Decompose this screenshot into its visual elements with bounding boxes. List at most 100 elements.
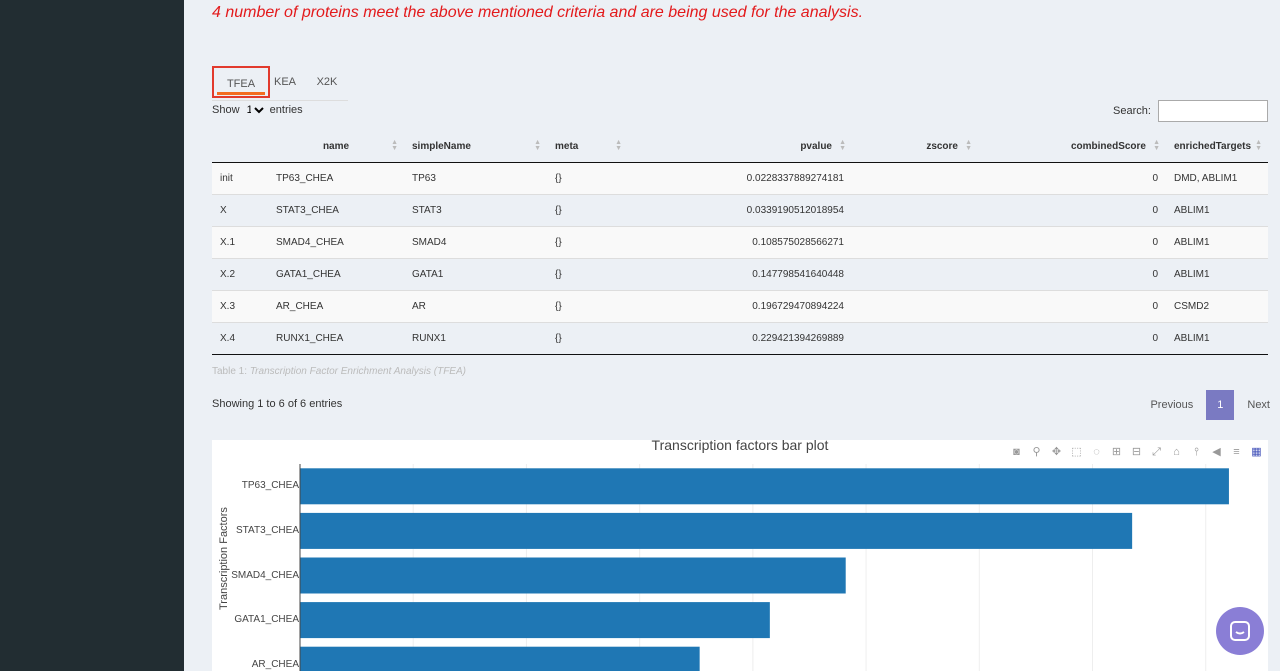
hover-closest-icon[interactable]: ◀ xyxy=(1212,446,1221,458)
cell-index: X.2 xyxy=(212,258,268,291)
cell-meta: {} xyxy=(547,322,628,355)
cell-simplename: STAT3 xyxy=(404,194,547,227)
column-header-pvalue[interactable]: pvalue ▲ ▼ xyxy=(628,130,852,163)
table-info: Showing 1 to 6 of 6 entries xyxy=(212,398,343,410)
cell-combinedscore: 0 xyxy=(978,322,1166,355)
table-row[interactable]: X.3 AR_CHEA AR{} 0.196729470894224 0 CSMD2 xyxy=(212,290,1268,323)
zoom-out-icon[interactable]: ⊟ xyxy=(1131,446,1142,458)
entries-select[interactable]: 10 xyxy=(242,103,267,117)
next-button[interactable]: Next xyxy=(1247,399,1270,411)
spike-lines-icon[interactable]: ⫯ xyxy=(1194,446,1199,458)
column-header-combinedscore[interactable]: combinedScore ▲ ▼ xyxy=(978,130,1166,163)
y-tick-label: SMAD4_CHEA xyxy=(231,569,299,581)
search-input[interactable] xyxy=(1158,100,1268,122)
tab-kea[interactable]: KEA xyxy=(273,76,296,88)
pan-icon[interactable]: ✥ xyxy=(1051,446,1062,458)
table-row[interactable]: X.4 RUNX1_CHEA RUNX1{} 0.229421394269889 0 AB… xyxy=(212,322,1268,355)
plotly-logo-icon[interactable]: ▦ xyxy=(1251,446,1262,458)
entries-length-control: Show 10 entries xyxy=(212,103,303,117)
caption-text: Transcription Factor Enrichment Analysis… xyxy=(249,366,466,377)
cell-zscore xyxy=(852,194,978,227)
chat-icon xyxy=(1230,621,1250,641)
cell-pvalue: 0.229421394269889 xyxy=(628,322,852,355)
autoscale-icon[interactable]: ⤢ xyxy=(1152,446,1161,458)
cell-name: AR_CHEA xyxy=(268,290,404,323)
tab-x2k[interactable]: X2K xyxy=(316,76,338,88)
entries-label: entries xyxy=(269,104,303,116)
main-content: 4 number of proteins meet the above ment… xyxy=(184,0,1280,671)
bar-stat3-chea[interactable] xyxy=(300,512,1133,549)
reset-axes-icon[interactable]: ⌂ xyxy=(1173,446,1180,458)
cell-simplename: AR xyxy=(404,290,547,323)
column-header-simplename[interactable]: simpleName ▲ ▼ xyxy=(404,130,547,163)
analysis-tabs: TFEA KEA X2K xyxy=(212,66,348,101)
bar-gata1-chea[interactable] xyxy=(300,602,770,639)
chat-launcher-button[interactable] xyxy=(1216,607,1264,655)
cell-index: X.1 xyxy=(212,226,268,259)
box-select-icon[interactable]: ⬚ xyxy=(1071,446,1082,458)
cell-simplename: TP63 xyxy=(404,162,547,195)
cell-pvalue: 0.196729470894224 xyxy=(628,290,852,323)
active-tab-indicator xyxy=(217,92,265,95)
bar-ar-chea[interactable] xyxy=(300,646,700,671)
cell-name: SMAD4_CHEA xyxy=(268,226,404,259)
column-header-enrichedtargets[interactable]: enrichedTargets ▲ ▼ xyxy=(1166,130,1268,163)
table-row[interactable]: init TP63_CHEA TP63{} 0.0228337889274181 0 DM… xyxy=(212,162,1268,195)
column-header-name[interactable]: name ▲ ▼ xyxy=(268,130,404,163)
y-tick-label: TP63_CHEA xyxy=(241,480,299,492)
cell-meta: {} xyxy=(547,258,628,291)
previous-button[interactable]: Previous xyxy=(1150,399,1194,411)
zoom-icon[interactable]: ⚲ xyxy=(1032,446,1041,458)
search-label: Search: xyxy=(1113,104,1151,117)
cell-enrichedtargets: DMD, ABLIM1 xyxy=(1166,162,1268,195)
cell-name: RUNX1_CHEA xyxy=(268,322,404,355)
cell-zscore xyxy=(852,258,978,291)
table-row[interactable]: X STAT3_CHEA STAT3{} 0.0339190512018954 0 ABL… xyxy=(212,194,1268,227)
lasso-icon[interactable]: ◌ xyxy=(1093,446,1100,458)
caption-prefix: Table 1: xyxy=(212,366,250,377)
cell-meta: {} xyxy=(547,226,628,259)
cell-zscore xyxy=(852,162,978,195)
cell-enrichedtargets: CSMD2 xyxy=(1166,290,1268,323)
cell-zscore xyxy=(852,322,978,355)
zoom-in-icon[interactable]: ⊞ xyxy=(1111,446,1122,458)
table-row[interactable]: X.2 GATA1_CHEA GATA1{} 0.147798541640448 0 AB… xyxy=(212,258,1268,291)
column-header-index xyxy=(212,130,268,163)
cell-zscore xyxy=(852,226,978,259)
chart-svg xyxy=(299,464,1229,671)
cell-index: X.4 xyxy=(212,322,268,355)
cell-pvalue: 0.0228337889274181 xyxy=(628,162,852,195)
cell-enrichedtargets: ABLIM1 xyxy=(1166,258,1268,291)
table-caption: Table 1: Transcription Factor Enrichment… xyxy=(212,366,466,377)
cell-pvalue: 0.108575028566271 xyxy=(628,226,852,259)
camera-icon[interactable]: ◙ xyxy=(1013,446,1020,458)
table-search: Search: xyxy=(1113,100,1268,122)
cell-simplename: RUNX1 xyxy=(404,322,547,355)
cell-enrichedtargets: ABLIM1 xyxy=(1166,194,1268,227)
tfea-table: name ▲ ▼ simpleName ▲ ▼ meta ▲ ▼ pvalue ▲ ▼ zsco… xyxy=(212,130,1268,355)
show-label: Show xyxy=(212,104,240,116)
cell-pvalue: 0.0339190512018954 xyxy=(628,194,852,227)
bar-tp63-chea[interactable] xyxy=(300,468,1229,505)
cell-name: TP63_CHEA xyxy=(268,162,404,195)
column-header-zscore[interactable]: zscore ▲ ▼ xyxy=(852,130,978,163)
hover-compare-icon[interactable]: ≡ xyxy=(1233,446,1240,458)
page-button-1[interactable]: 1 xyxy=(1206,390,1235,420)
column-header-meta[interactable]: meta ▲ ▼ xyxy=(547,130,628,163)
cell-combinedscore: 0 xyxy=(978,194,1166,227)
y-tick-label: STAT3_CHEA xyxy=(236,524,299,536)
tf-bar-plot: Transcription factors bar plot ◙ ⚲ ✥ ⬚ ◌ ⊞ ⊟ ⤢ ⌂… xyxy=(212,437,1268,671)
tab-tfea-label: TFEA xyxy=(226,78,256,90)
cell-meta: {} xyxy=(547,194,628,227)
bar-smad4-chea[interactable] xyxy=(300,557,846,594)
cell-zscore xyxy=(852,290,978,323)
cell-simplename: GATA1 xyxy=(404,258,547,291)
cell-name: GATA1_CHEA xyxy=(268,258,404,291)
cell-meta: {} xyxy=(547,162,628,195)
tab-tfea[interactable]: TFEA xyxy=(212,66,270,98)
cell-enrichedtargets: ABLIM1 xyxy=(1166,322,1268,355)
criteria-notice: 4 number of proteins meet the above ment… xyxy=(212,4,864,21)
cell-name: STAT3_CHEA xyxy=(268,194,404,227)
table-row[interactable]: X.1 SMAD4_CHEA SMAD4{} 0.108575028566271 0 AB… xyxy=(212,226,1268,259)
y-tick-label: GATA1_CHEA xyxy=(234,614,299,626)
